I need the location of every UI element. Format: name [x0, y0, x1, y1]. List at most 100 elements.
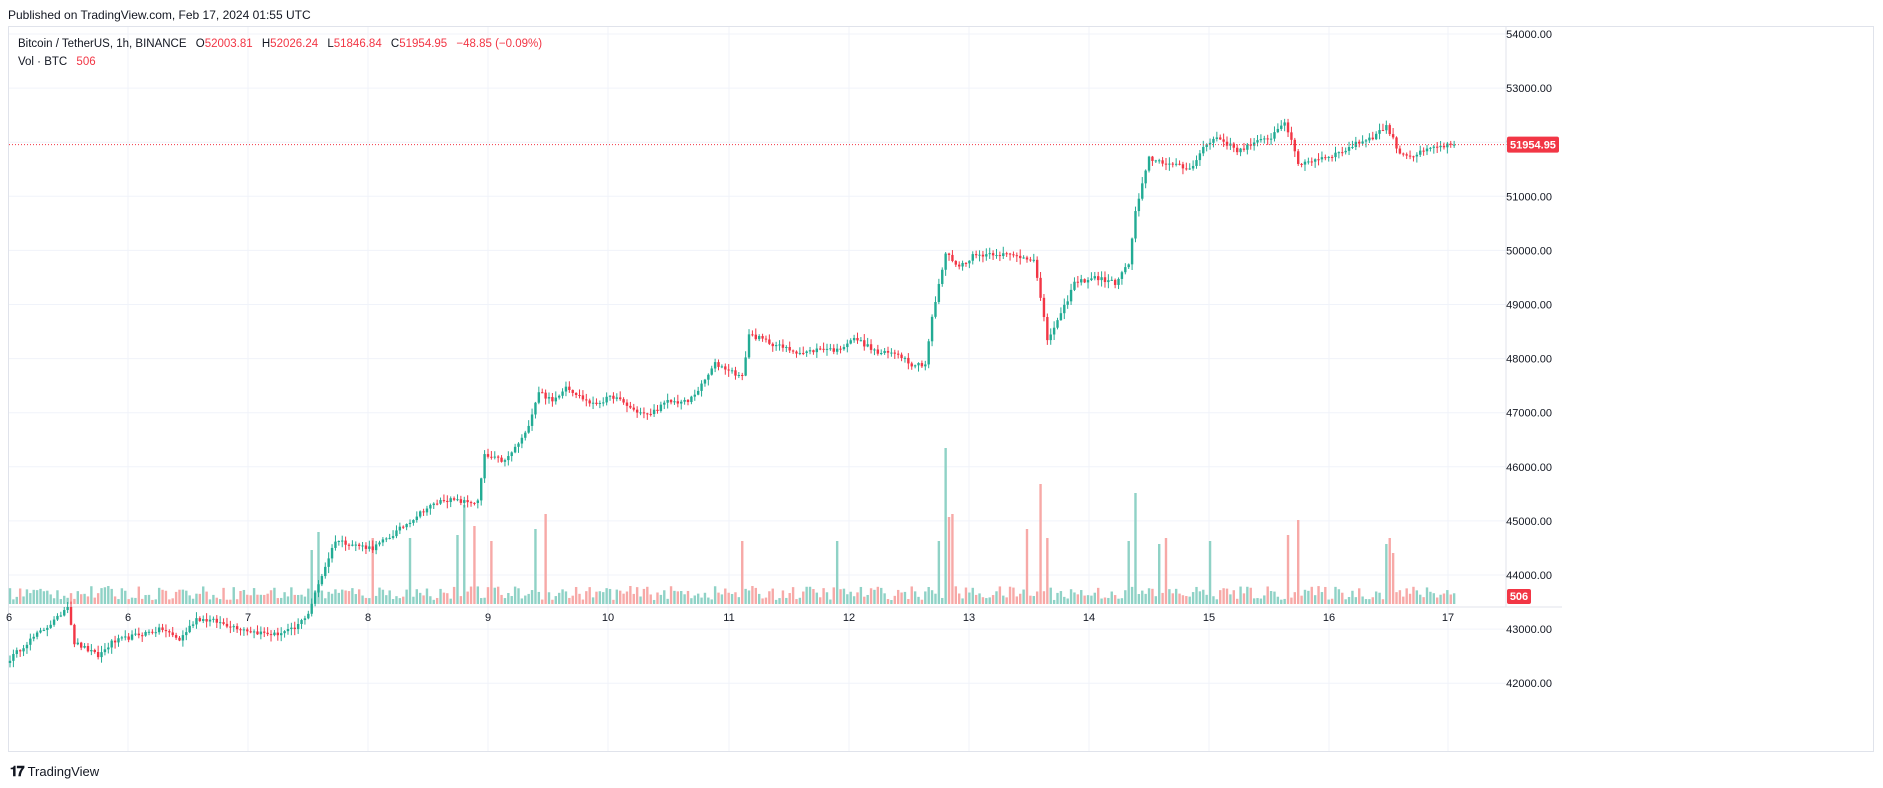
candle-body	[1073, 281, 1076, 290]
candle-body	[608, 395, 612, 397]
candle-body	[466, 500, 469, 503]
volume-bar	[442, 592, 446, 604]
chart-frame	[8, 26, 1874, 752]
volume-bar	[1378, 592, 1381, 604]
volume-bar	[1076, 594, 1080, 604]
candle-body	[1293, 139, 1297, 152]
volume-bar	[995, 591, 998, 604]
candle-body	[958, 264, 961, 267]
candle-body	[8, 660, 12, 663]
candle-body	[1069, 289, 1073, 302]
price-tick-label: 45000.00	[1506, 516, 1552, 528]
candle-body	[259, 631, 263, 635]
candle-body	[1327, 156, 1330, 158]
volume-bar	[69, 593, 73, 604]
volume-bar	[890, 599, 893, 604]
candle-body	[1039, 277, 1042, 298]
candle-body	[541, 392, 544, 394]
volume-bar	[524, 595, 527, 604]
tradingview-brand[interactable]: 𝟏𝟕 TradingView	[10, 763, 99, 780]
volume-bar	[1398, 590, 1402, 604]
volume-bar	[944, 448, 947, 604]
candle-body	[900, 354, 903, 359]
candle-body	[432, 503, 435, 506]
volume-bar	[374, 595, 378, 604]
time-tick-label: 16	[1323, 612, 1335, 624]
candle-body	[869, 344, 873, 350]
volume-bar	[1022, 589, 1025, 604]
volume-bar	[103, 587, 107, 604]
candle-body	[598, 402, 602, 405]
candle-body	[1222, 139, 1225, 142]
volume-bar	[371, 538, 374, 604]
candle-body	[619, 397, 622, 400]
volume-bar	[205, 591, 208, 604]
candle-body	[1303, 161, 1307, 165]
candle-body	[391, 536, 395, 538]
volume-bar	[1178, 593, 1181, 604]
candle-body	[1419, 150, 1422, 155]
candle-body	[530, 414, 534, 426]
candle-body	[154, 632, 157, 634]
candle-body	[913, 365, 917, 367]
volume-bar	[347, 591, 351, 604]
candle-body	[76, 642, 79, 645]
candle-body	[1354, 141, 1358, 147]
volume-bar	[368, 598, 371, 604]
volume-bar	[1405, 588, 1408, 604]
volume-bar	[1280, 599, 1283, 604]
volume-bar	[1249, 587, 1252, 604]
volume-bar	[398, 598, 402, 604]
volume-bar	[1215, 599, 1219, 604]
volume-bar	[144, 595, 147, 604]
volume-bar	[208, 599, 212, 604]
candle-body	[1374, 133, 1378, 140]
candle-body	[954, 261, 958, 265]
candle-body	[622, 399, 625, 403]
volume-bar	[602, 592, 605, 604]
volume-bar	[452, 586, 456, 604]
candle-body	[1313, 159, 1317, 162]
volume-bar	[988, 597, 991, 604]
volume-bar	[1429, 591, 1432, 604]
candle-body	[398, 526, 402, 531]
volume-bar	[785, 597, 788, 604]
volume-bar	[632, 593, 635, 604]
candle-body	[1025, 257, 1029, 260]
candle-body	[218, 622, 222, 624]
candle-body	[1096, 276, 1100, 281]
volume-bar	[229, 599, 232, 604]
high-value: 52026.24	[270, 38, 319, 50]
candle-body	[385, 538, 388, 540]
candle-body	[985, 254, 988, 257]
candle-body	[1134, 211, 1137, 239]
candle-body	[917, 363, 920, 366]
candle-body	[937, 283, 941, 303]
volume-bar	[1242, 593, 1246, 604]
candle-body	[829, 348, 832, 350]
volume-bar	[1086, 595, 1090, 604]
price-tick-label: 54000.00	[1506, 29, 1552, 41]
volume-bar	[1422, 597, 1425, 604]
volume-bar	[1412, 586, 1415, 604]
candle-body	[652, 409, 656, 415]
close-value: 51954.95	[399, 38, 448, 50]
candle-body	[524, 432, 527, 438]
candle-body	[581, 395, 585, 400]
candle-body	[656, 409, 659, 411]
volume-bar	[490, 541, 493, 604]
volume-bar	[981, 597, 985, 604]
volume-bar	[639, 596, 642, 604]
candle-body	[290, 627, 293, 630]
candle-body	[646, 413, 649, 415]
volume-bar	[52, 598, 56, 604]
candle-body	[873, 349, 876, 351]
volume-bar	[734, 592, 737, 604]
candle-body	[103, 649, 107, 653]
candle-body	[934, 302, 937, 317]
candle-body	[1171, 163, 1174, 165]
volume-bar	[774, 599, 778, 604]
candle-body	[1130, 238, 1134, 265]
volume-bar	[1341, 592, 1344, 604]
